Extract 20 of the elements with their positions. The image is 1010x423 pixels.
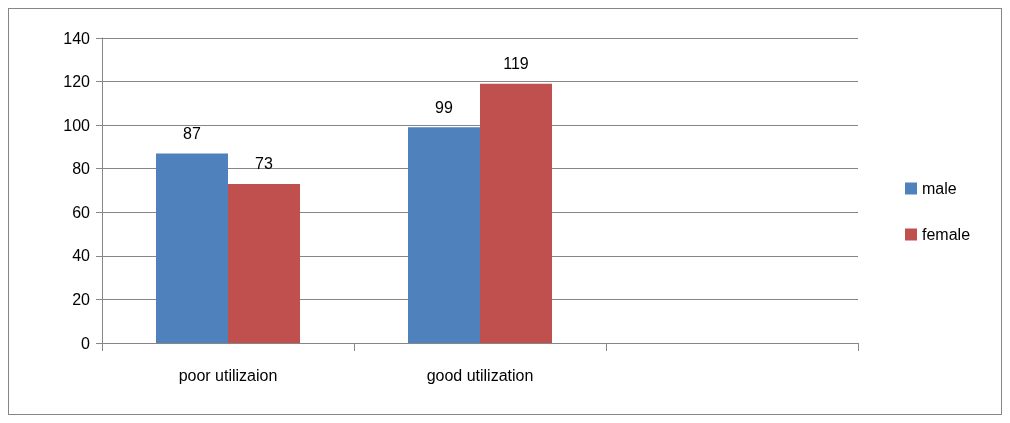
bar xyxy=(156,153,228,343)
legend-label: female xyxy=(922,226,971,243)
y-tick-label: 60 xyxy=(72,203,91,221)
legend-label: male xyxy=(922,180,957,197)
x-tick-label: poor utilizaion xyxy=(178,366,278,384)
bar xyxy=(228,183,300,343)
y-tick-label: 0 xyxy=(81,334,91,352)
data-label: 119 xyxy=(503,55,529,73)
data-label: 73 xyxy=(255,155,273,173)
data-label: 87 xyxy=(183,124,201,142)
bar xyxy=(408,127,480,343)
y-tick-label: 40 xyxy=(72,247,91,265)
data-label: 99 xyxy=(435,98,453,116)
x-tick-label: good utilization xyxy=(426,366,534,384)
y-tick-label: 80 xyxy=(72,160,91,178)
bar xyxy=(480,83,552,343)
y-tick-label: 100 xyxy=(63,116,91,134)
y-tick-label: 120 xyxy=(63,73,91,91)
y-tick-label: 140 xyxy=(63,29,91,47)
y-tick-label: 20 xyxy=(72,290,91,308)
